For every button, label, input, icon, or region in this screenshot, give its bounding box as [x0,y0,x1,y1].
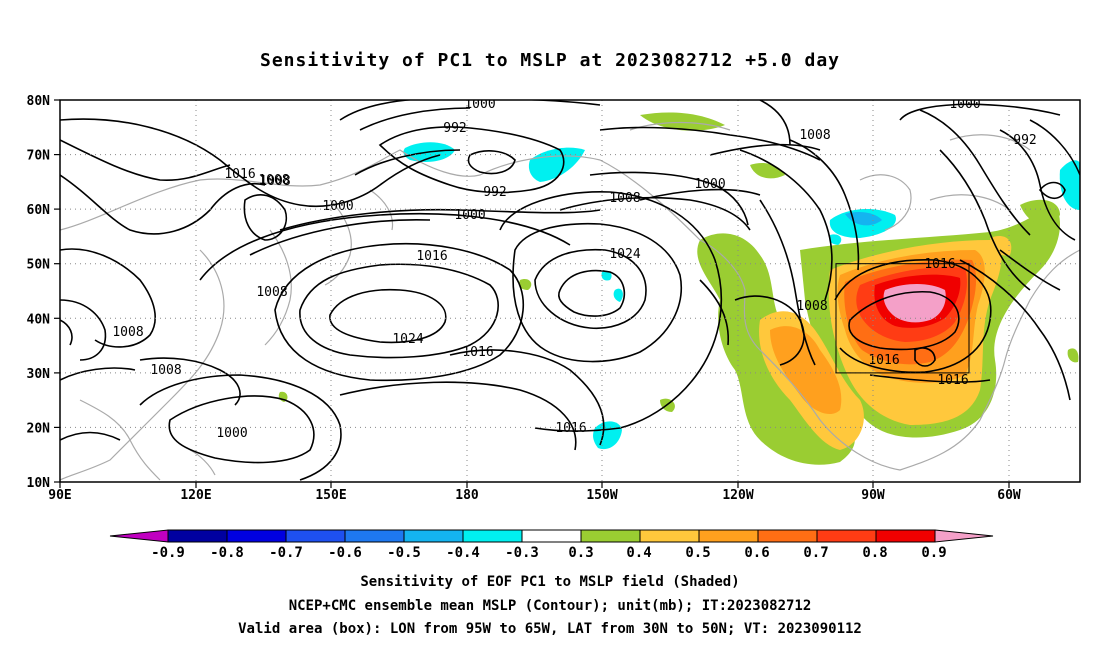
colorbar-label: 0.6 [744,545,769,561]
contour-label: 1016 [416,249,447,264]
contour-label: 1000 [949,97,980,112]
contour-label: 1000 [694,177,725,192]
contour-label: 992 [1013,133,1036,148]
colorbar-segment [698,529,759,543]
contour-label: 1000 [216,426,247,441]
x-tick-label: 150E [315,488,346,503]
contour-label: 1008 [150,363,181,378]
colorbar-label: 0.9 [921,545,946,561]
colorbar-label: -0.5 [387,545,421,561]
y-tick-label: 40N [27,312,51,327]
y-tick-label: 50N [27,258,51,273]
colorbar-segment [403,529,464,543]
colorbar-segment [285,529,346,543]
contour-label: 1008 [256,285,287,300]
colorbar-segment [521,529,582,543]
contour-label: 1016 [924,257,955,272]
colorbar-label: -0.6 [328,545,362,561]
contour-label: 1000 [464,97,495,112]
plot-title: Sensitivity of PC1 to MSLP at 2023082712… [259,50,840,71]
y-tick-label: 10N [27,476,51,491]
x-tick-label: 180 [455,488,479,503]
caption-valid-area: Valid area (box): LON from 95W to 65W, L… [238,621,862,637]
contour-label: 1000 [322,199,353,214]
x-tick-label: 120W [722,488,753,503]
gridlines [60,100,1080,482]
colorbar-label: 0.5 [685,545,710,561]
contour-label-layer: 1000992992100010001016100810001008100010… [112,97,1036,441]
contour-label: 1024 [609,247,640,262]
y-tick-label: 20N [27,421,51,436]
colorbar-segment [757,529,818,543]
contour-label: 1008 [258,173,289,188]
contour-label: 1008 [112,325,143,340]
colorbar-segment [167,529,228,543]
colorbar-label: -0.7 [269,545,303,561]
caption-shading: Sensitivity of EOF PC1 to MSLP field (Sh… [360,574,740,590]
y-tick-label: 70N [27,149,51,164]
colorbar-segment [639,529,700,543]
caption-contour: NCEP+CMC ensemble mean MSLP (Contour); u… [288,598,812,614]
colorbar-labels: -0.9 -0.8 -0.7 -0.6 -0.5 -0.4 -0.3 0.3 0… [151,545,947,561]
valid-area-box [835,263,970,374]
colorbar-label: -0.4 [446,545,480,561]
y-tick-label: 60N [27,203,51,218]
sensitivity-shading [278,112,1080,465]
contour-label: 1008 [799,128,830,143]
contour-label: 1016 [937,373,968,388]
mslp-contours [60,100,1080,481]
axis-ticks [54,99,1010,488]
contour-label: 992 [443,121,466,136]
colorbar-segment [462,529,523,543]
contour-label: 1008 [609,191,640,206]
colorbar-segment [344,529,405,543]
colorbar-label: 0.3 [568,545,593,561]
colorbar-label: 0.8 [862,545,887,561]
x-tick-label: 90E [48,488,71,503]
colorbar [109,529,994,543]
contour-label: 992 [483,185,506,200]
x-tick-label: 120E [180,488,211,503]
y-tick-label: 80N [27,94,51,109]
colorbar-label: 0.7 [803,545,828,561]
colorbar-label: -0.8 [210,545,244,561]
contour-label: 1000 [454,208,485,223]
colorbar-label: 0.4 [626,545,651,561]
contour-label: 1008 [259,174,290,189]
y-tick-label: 30N [27,367,51,382]
x-tick-label: 150W [586,488,617,503]
contour-label: 1016 [462,345,493,360]
colorbar-left-tip [109,529,169,543]
colorbar-segment [875,529,936,543]
colorbar-label: -0.3 [505,545,539,561]
x-tick-label: 60W [997,488,1021,503]
contour-label: 1016 [224,167,255,182]
colorbar-segment [580,529,641,543]
plot-frame [59,99,1081,483]
contour-label: 1016 [868,353,899,368]
colorbar-right-tip [934,529,994,543]
x-tick-label: 90W [861,488,885,503]
contour-label: 1024 [392,332,423,347]
contour-label: 1016 [555,421,586,436]
contour-label: 1008 [796,299,827,314]
colorbar-label: -0.9 [151,545,185,561]
colorbar-segment [226,529,287,543]
colorbar-segment [816,529,877,543]
